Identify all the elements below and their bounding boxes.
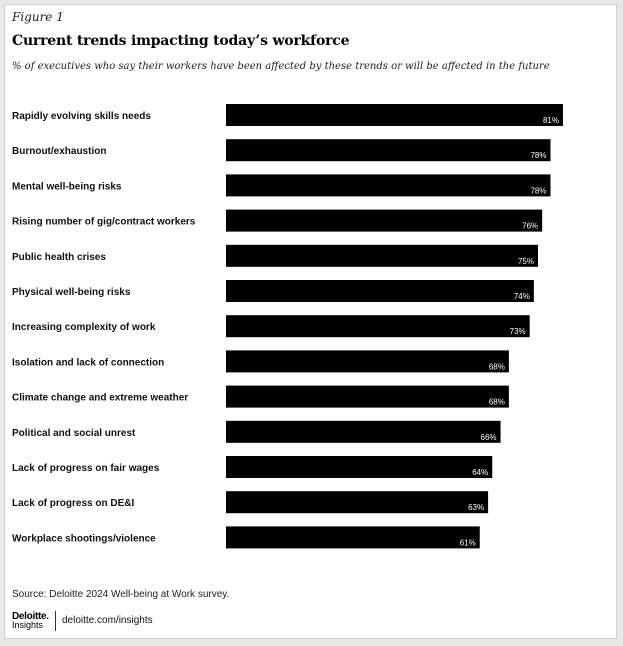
bar-value-label: 63% [468,503,484,512]
category-label: Rising number of gig/contract workers [12,217,196,228]
category-label: Lack of progress on DE&I [12,498,134,509]
bar-value-label: 75% [518,257,534,266]
source-note: Source: Deloitte 2024 Well-being at Work… [12,589,230,600]
category-label: Increasing complexity of work [12,322,156,333]
category-label: Rapidly evolving skills needs [12,111,151,122]
bar-value-label: 61% [460,538,476,547]
bar [226,526,480,549]
bar-value-label: 64% [472,468,488,477]
bar [226,139,551,162]
bar [226,420,501,443]
bar-value-label: 68% [489,398,505,407]
bar-value-label: 76% [522,222,538,231]
category-label: Workplace shootings/violence [12,533,156,544]
category-label: Mental well-being risks [12,181,122,192]
footer-url: deloitte.com/insights [62,615,153,626]
bar [226,385,509,408]
bar [226,491,489,514]
bar-value-label: 73% [510,327,526,336]
figure-label: Figure 1 [12,10,64,24]
chart-title: Current trends impacting today’s workfor… [12,33,350,49]
logo-brand: Deloitte. [12,611,49,622]
category-label: Climate change and extreme weather [12,393,188,404]
bar-value-label: 74% [514,292,530,301]
bar [226,456,493,478]
bar [226,280,534,302]
category-label: Isolation and lack of connection [12,357,164,368]
chart-subtitle: % of executives who say their workers ha… [12,61,550,72]
bar [226,209,543,232]
footer-divider [55,611,56,631]
bar-value-label: 68% [489,362,505,371]
bar [226,244,538,267]
bar [226,350,509,373]
bar-value-label: 78% [530,151,546,160]
category-label: Public health crises [12,252,106,263]
category-label: Lack of progress on fair wages [12,463,160,474]
bar-value-label: 66% [481,433,497,442]
logo-sub: Insights [12,620,44,630]
deloitte-insights-logo: Deloitte. Insights [12,612,49,630]
bar [226,315,530,338]
bar-value-label: 81% [543,116,559,125]
bar-value-label: 78% [530,186,546,195]
category-label: Political and social unrest [12,428,136,439]
category-label: Burnout/exhaustion [12,146,106,157]
bar [226,104,563,126]
bar [226,174,551,197]
category-label: Physical well-being risks [12,287,131,298]
